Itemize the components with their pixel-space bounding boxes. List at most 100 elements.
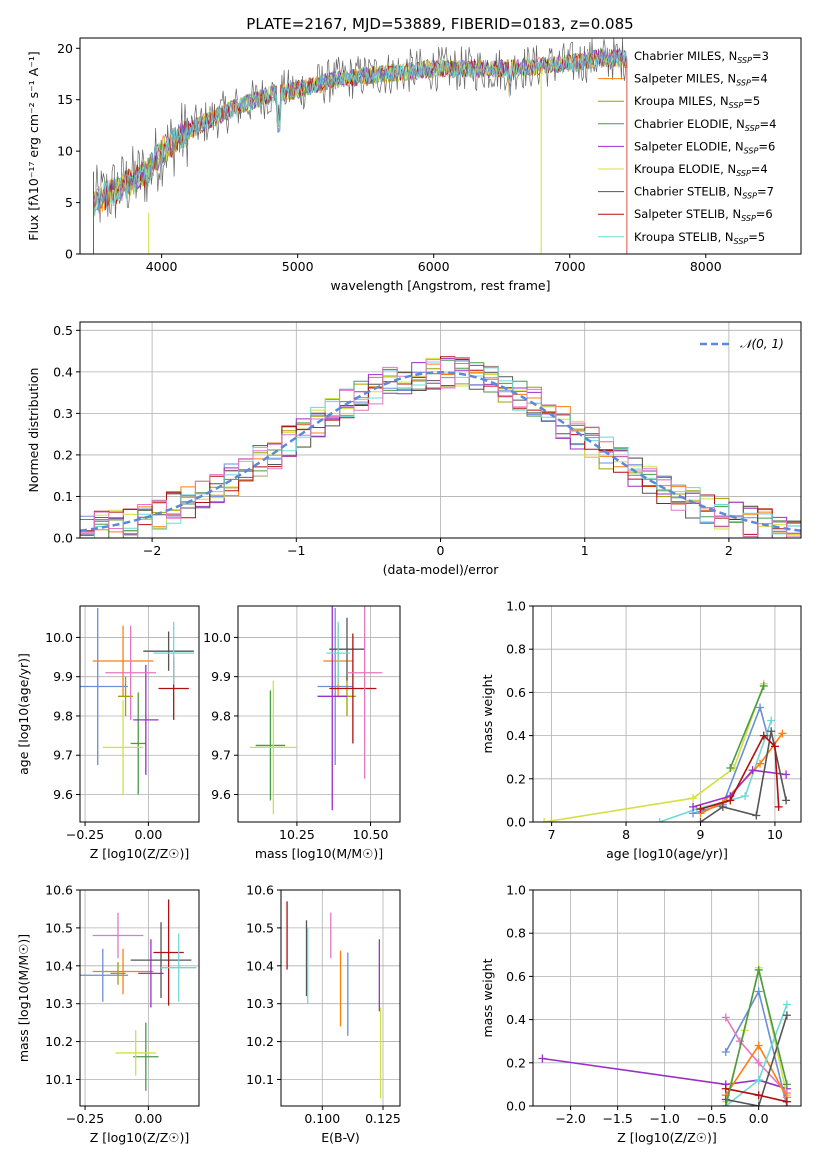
legend-value: =5 xyxy=(748,230,765,244)
data-point xyxy=(778,729,787,738)
plot-area xyxy=(540,679,791,822)
data-point xyxy=(774,802,783,811)
y-tick-label: 10.2 xyxy=(45,1034,73,1049)
axes-frame xyxy=(532,889,802,1107)
legend-subscript: SSP xyxy=(736,169,751,178)
data-point xyxy=(735,1037,744,1046)
y-tick-label: 20 xyxy=(57,41,73,56)
data-point xyxy=(767,716,776,725)
x-tick-label: 0 xyxy=(437,543,445,558)
x-tick-label: 0.100 xyxy=(304,1111,340,1126)
series-line xyxy=(542,1057,788,1090)
y-tick-label: 10.0 xyxy=(45,630,73,645)
y-tick-label: 0.8 xyxy=(506,926,526,941)
y-axis-label: mass [log10(M/M☉)] xyxy=(16,934,31,1062)
legend-subscript: SSP xyxy=(734,237,749,246)
spectrum-line xyxy=(93,49,628,211)
legend-entry: Chabrier MILES, NSSP=3 xyxy=(634,49,769,65)
axes-frame xyxy=(237,605,401,823)
data-point xyxy=(782,1097,791,1106)
residuals-histogram: −2 −1 0 1 2 0.0 0.1 0.2 0.3 0.4 0.5 (data-model)/er… xyxy=(26,321,802,577)
y-tick-label: 0.4 xyxy=(53,364,73,379)
legend-entry: Kroupa MILES, NSSP=5 xyxy=(634,94,760,110)
legend-subscript: SSP xyxy=(736,79,751,88)
data-point xyxy=(538,1054,547,1063)
x-axis-label: mass [log10(M/M☉)] xyxy=(255,846,383,861)
y-tick-label: 9.6 xyxy=(53,787,73,802)
x-axis-label: Z [log10(Z/Z☉)] xyxy=(90,846,190,861)
data-point xyxy=(782,1080,791,1089)
data-point xyxy=(754,1058,763,1067)
data-point xyxy=(756,759,765,768)
y-tick-label: 9.7 xyxy=(53,748,73,763)
y-tick-label: 0.0 xyxy=(506,815,526,830)
legend-value: =6 xyxy=(756,207,773,221)
y-tick-label: 0.2 xyxy=(53,447,73,462)
data-point xyxy=(782,796,791,805)
y-tick-label: 1.0 xyxy=(506,883,526,898)
data-point xyxy=(748,766,757,775)
gaussian-curve xyxy=(80,371,801,532)
x-tick-label: 10.50 xyxy=(353,827,389,842)
spectrum-line xyxy=(93,49,628,214)
x-tick-label: 0.00 xyxy=(134,1111,162,1126)
data-point xyxy=(782,1011,791,1020)
x-tick-label: 5000 xyxy=(282,259,314,274)
data-point xyxy=(754,1091,763,1100)
y-axis-label: age [log10(age/yr)] xyxy=(16,653,31,775)
y-tick-label: 0 xyxy=(65,247,73,262)
data-point xyxy=(540,818,549,822)
x-tick-label: 8000 xyxy=(690,259,722,274)
mass-weight-vs-metallicity-chart: −2.0 −1.5 −1.0 −0.5 0.0 0.0 0.2 0.4 0.6 0.8 1.0 Z [… xyxy=(480,883,802,1145)
data-point xyxy=(754,1041,763,1050)
x-tick-label: −2.0 xyxy=(555,1111,585,1126)
y-tick-label: 10 xyxy=(57,144,73,159)
mass-vs-metallicity-chart: −0.25 0.00 10.1 10.2 10.3 10.4 10.5 10.6 Z [log1… xyxy=(16,883,200,1145)
axes-frame xyxy=(79,321,802,539)
x-tick-label: 0.00 xyxy=(134,827,162,842)
legend-subscript: SSP xyxy=(745,124,760,133)
x-axis-label: (data-model)/error xyxy=(383,562,500,577)
y-axis-label: Normed distribution xyxy=(26,368,41,493)
x-tick-label: 0.125 xyxy=(365,1111,401,1126)
legend-entry: 𝒩(0, 1) xyxy=(740,337,784,351)
y-tick-label: 9.9 xyxy=(53,669,73,684)
data-point xyxy=(759,681,768,690)
plot-area xyxy=(93,38,628,254)
y-tick-label: 0.0 xyxy=(53,531,73,546)
legend-entry: Kroupa STELIB, NSSP=5 xyxy=(634,230,765,246)
age-vs-mass-chart: 10.25 10.50 9.6 9.7 9.8 9.9 10.0 mass [log10(M/… xyxy=(203,605,401,861)
y-tick-label: 10.5 xyxy=(246,920,274,935)
y-tick-label: 0.5 xyxy=(53,323,73,338)
y-tick-label: 9.6 xyxy=(211,787,231,802)
data-point xyxy=(718,802,727,811)
legend-value: =4 xyxy=(760,117,777,131)
plot-area xyxy=(80,356,801,538)
data-point xyxy=(767,727,776,736)
x-axis-label: wavelength [Angstrom, rest frame] xyxy=(330,278,550,293)
x-tick-label: 10 xyxy=(767,827,783,842)
x-tick-label: −1.0 xyxy=(649,1111,679,1126)
histogram-step xyxy=(80,357,801,537)
series-line xyxy=(544,683,765,822)
series-line xyxy=(729,685,765,769)
data-point xyxy=(696,818,705,822)
x-tick-label: 7000 xyxy=(554,259,586,274)
legend-entry: Kroupa ELODIE, NSSP=4 xyxy=(634,162,768,178)
x-axis-label: E(B-V) xyxy=(321,1130,360,1145)
series-line xyxy=(725,1016,788,1094)
x-tick-label: 4000 xyxy=(146,259,178,274)
data-point xyxy=(689,794,698,803)
data-point xyxy=(689,802,698,811)
y-tick-label: 10.6 xyxy=(246,883,274,898)
mass-vs-ebv-chart: 0.100 0.125 10.1 10.2 10.3 10.4 10.5 10.6 E(B-V) xyxy=(246,883,401,1146)
y-tick-label: 5 xyxy=(65,195,73,210)
y-tick-label: 10.5 xyxy=(45,920,73,935)
data-point xyxy=(696,805,705,814)
y-tick-label: 15 xyxy=(57,92,73,107)
y-tick-label: 0.6 xyxy=(506,685,526,700)
data-point xyxy=(754,1102,763,1106)
data-point xyxy=(754,1076,763,1085)
axes-frame xyxy=(79,605,200,823)
